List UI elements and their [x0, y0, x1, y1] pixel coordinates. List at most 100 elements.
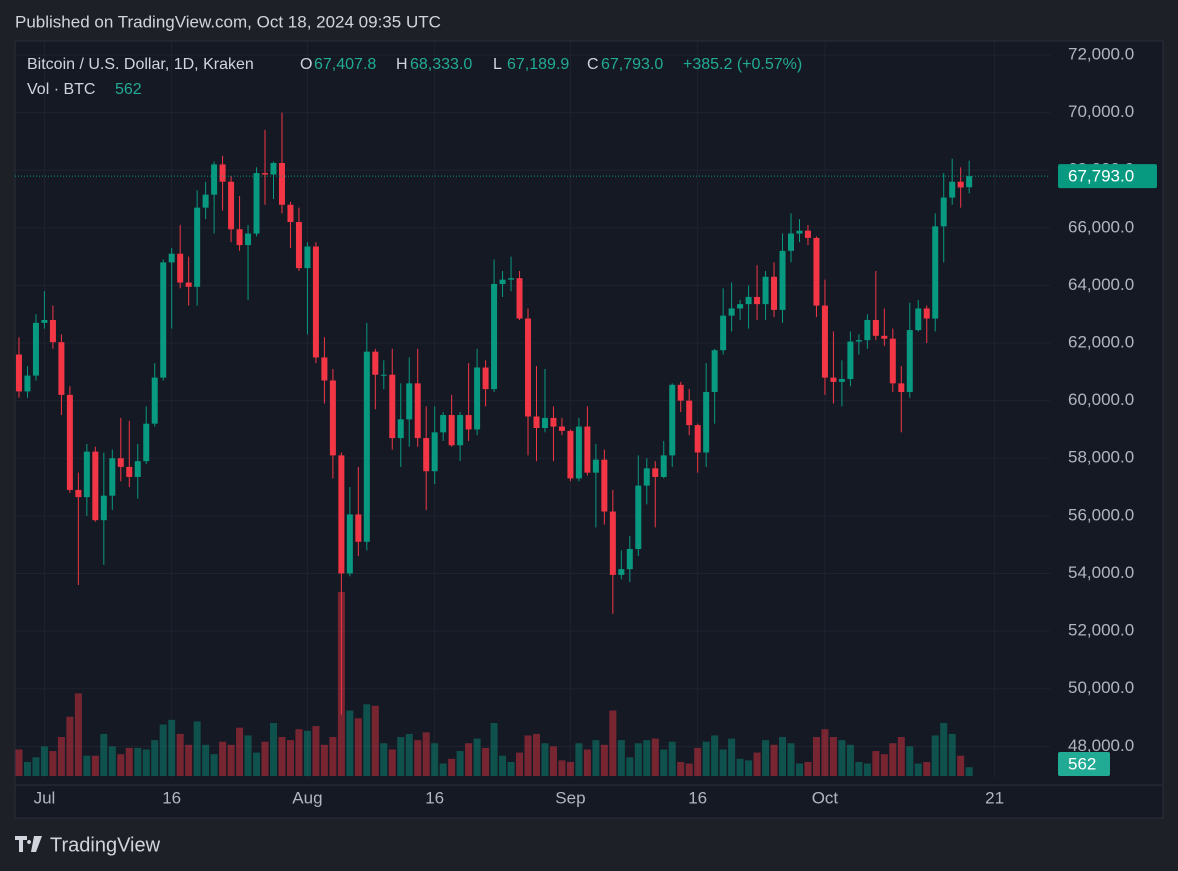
- symbol: Bitcoin / U.S. Dollar, 1D, Kraken: [27, 56, 254, 73]
- candle-body: [771, 276, 778, 310]
- volume-bar: [261, 741, 269, 776]
- candle-body: [940, 197, 947, 227]
- ohlc-value: 67,793.0: [601, 56, 663, 73]
- candle-body: [219, 164, 226, 182]
- volume-bar: [745, 760, 753, 776]
- volume-bar: [57, 737, 65, 776]
- candle-body: [847, 341, 854, 380]
- x-tick-label: 16: [162, 788, 181, 807]
- volume-bar: [388, 749, 396, 776]
- brand-name: TradingView: [50, 834, 161, 856]
- candle-body: [312, 246, 319, 358]
- candle-body: [804, 230, 811, 238]
- volume-bar: [677, 761, 685, 776]
- candle-body: [694, 425, 701, 453]
- candle-body: [652, 468, 659, 477]
- volume-bar: [906, 746, 914, 776]
- candle-body: [872, 319, 879, 336]
- candle-body: [864, 319, 871, 341]
- candle-body: [923, 308, 930, 319]
- volume-bar: [253, 752, 261, 776]
- volume-bar: [176, 733, 184, 776]
- volume-bar: [575, 743, 583, 776]
- candle-body: [881, 335, 888, 339]
- candles: [15, 112, 1050, 715]
- candle-body: [168, 253, 175, 263]
- volume-bar: [405, 733, 413, 776]
- candle-body: [677, 384, 684, 401]
- candle-body: [813, 237, 820, 306]
- volume-bar: [812, 737, 820, 776]
- volume-bar: [346, 710, 354, 776]
- candle-body: [525, 318, 532, 417]
- volume-bar: [439, 763, 447, 776]
- y-tick-label: 64,000.0: [1068, 275, 1134, 294]
- x-tick-label: 21: [985, 788, 1004, 807]
- volume-bar: [558, 760, 566, 776]
- candle-body: [185, 282, 192, 287]
- volume-bar: [159, 724, 167, 776]
- candle-body: [669, 384, 676, 456]
- candle-body: [448, 415, 455, 446]
- candle-body: [202, 194, 209, 208]
- legend: Bitcoin / U.S. Dollar, 1D, Kraken Vol · …: [27, 56, 802, 98]
- volume-bar: [566, 761, 574, 776]
- ohlc-label: O: [300, 56, 312, 73]
- volume-bar: [829, 737, 837, 776]
- volume-bar: [320, 744, 328, 776]
- candle-body: [949, 181, 956, 198]
- volume-bar: [660, 749, 668, 776]
- y-tick-label: 70,000.0: [1068, 102, 1134, 121]
- change: +385.2 (+0.57%): [683, 56, 802, 73]
- candle-body: [660, 455, 667, 477]
- ohlc-label: L: [493, 56, 502, 73]
- volume-bar: [142, 749, 150, 776]
- volume-bar: [617, 740, 625, 776]
- volume-bar: [448, 758, 456, 776]
- candle-body: [58, 342, 65, 395]
- candle-body: [541, 417, 548, 429]
- candle-body: [932, 226, 939, 319]
- candle-body: [321, 357, 328, 381]
- last-price-box: [1058, 164, 1157, 189]
- volume-bar: [583, 749, 591, 776]
- candle-body: [431, 432, 438, 472]
- volume-bar: [210, 754, 218, 776]
- axes: 48,000.0 50,000.0 52,000.0 54,000.0 56,000.0…: [34, 44, 1157, 807]
- candle-body: [346, 514, 353, 574]
- volume-bar: [668, 741, 676, 776]
- volume-bar: [846, 744, 854, 776]
- candle-body: [440, 415, 447, 433]
- candle-body: [66, 394, 73, 490]
- candle-body: [253, 173, 260, 234]
- candle-body: [762, 276, 769, 305]
- brand: TradingView: [15, 834, 161, 856]
- candle-body: [117, 458, 124, 467]
- candle-body: [516, 278, 523, 319]
- candle-body: [728, 308, 735, 316]
- candle-body: [287, 204, 294, 223]
- candle-body: [100, 495, 107, 521]
- volume-bar: [609, 710, 617, 776]
- volume-bar: [923, 761, 931, 776]
- candle-body: [957, 181, 964, 188]
- candle-body: [745, 296, 752, 305]
- candle-body: [474, 367, 481, 430]
- x-tick-label: 16: [688, 788, 707, 807]
- candle-body: [32, 322, 39, 376]
- y-tick-label: 72,000.0: [1068, 44, 1134, 63]
- y-tick-label: 56,000.0: [1068, 505, 1134, 524]
- volume-bar: [651, 738, 659, 776]
- candle-body: [15, 354, 22, 392]
- candle-body: [372, 351, 379, 375]
- volume-bar: [931, 735, 939, 776]
- candle-body: [406, 383, 413, 420]
- candle-body: [779, 250, 786, 310]
- volume-bar: [286, 740, 294, 776]
- y-tick-label: 66,000.0: [1068, 217, 1134, 236]
- candle-body: [906, 330, 913, 392]
- y-tick-label: 62,000.0: [1068, 333, 1134, 352]
- volume-bar: [643, 740, 651, 776]
- volume-bar: [516, 752, 524, 776]
